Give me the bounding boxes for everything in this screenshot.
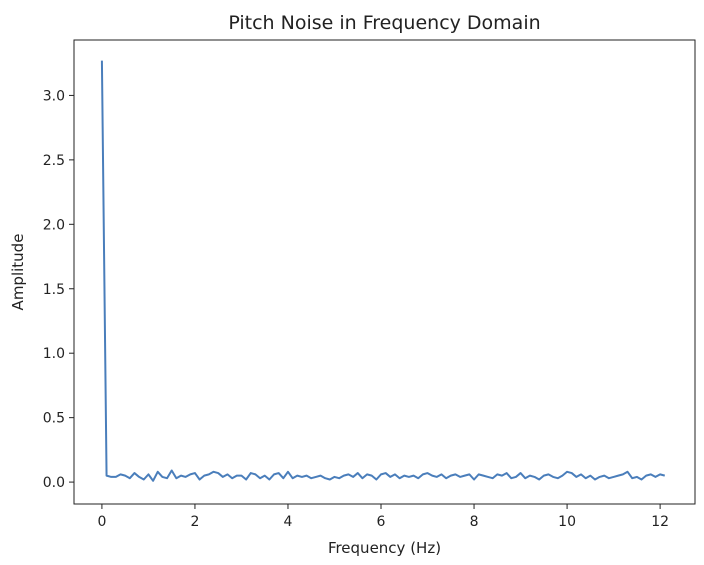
- y-axis-ticks: 0.0 0.5 1.0 1.5 2.0 2.5 3.0: [43, 88, 74, 491]
- y-tick-label: 1.0: [43, 346, 65, 362]
- x-axis-ticks: 0 2 4 6 8 10 12: [97, 504, 669, 530]
- series-line-0: [100, 60, 666, 482]
- x-tick-label: 8: [470, 514, 479, 530]
- x-tick-label: 6: [377, 514, 386, 530]
- x-tick-label: 10: [558, 514, 576, 530]
- x-tick-label: 0: [97, 514, 106, 530]
- plot-frame: [73, 39, 696, 505]
- y-axis-label: Amplitude: [9, 234, 27, 311]
- plot-background: [74, 40, 695, 504]
- chart-title: Pitch Noise in Frequency Domain: [228, 12, 540, 34]
- x-tick-label: 2: [190, 514, 199, 530]
- x-tick-label: 12: [651, 514, 669, 530]
- y-tick-label: 0.5: [43, 411, 65, 427]
- y-tick-label: 1.5: [43, 282, 65, 298]
- y-tick-label: 2.0: [43, 217, 65, 233]
- y-tick-label: 2.5: [43, 153, 65, 169]
- y-tick-label: 0.0: [43, 475, 65, 491]
- series-layer: [100, 60, 666, 482]
- x-axis-label: Frequency (Hz): [328, 539, 441, 557]
- x-tick-label: 4: [284, 514, 293, 530]
- y-tick-label: 3.0: [43, 88, 65, 104]
